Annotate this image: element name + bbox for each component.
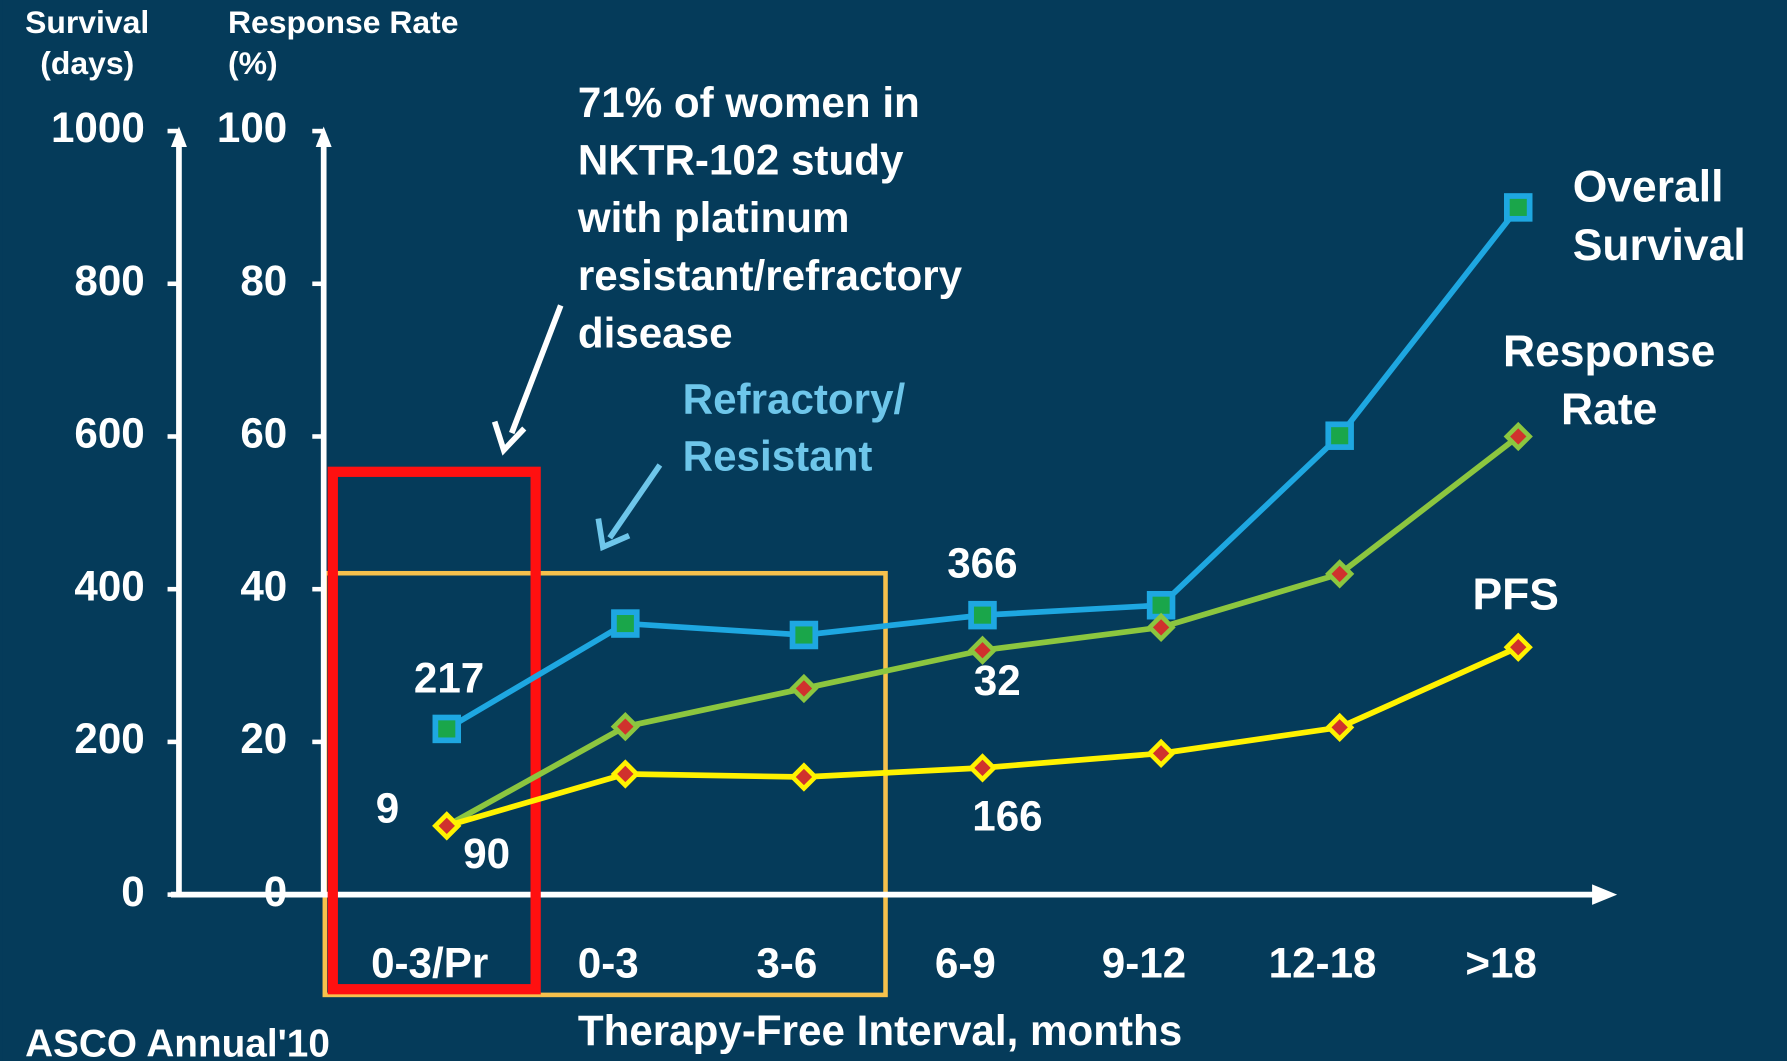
- annotation-line: disease: [578, 309, 733, 356]
- x-tick-label: 6-9: [935, 940, 996, 987]
- annotation-line: with platinum: [577, 194, 850, 241]
- annotation-line: 71% of women in: [578, 79, 920, 126]
- marker: [610, 712, 640, 742]
- marker: [1504, 193, 1533, 222]
- legend-label: Overall Survival: [1572, 162, 1746, 270]
- y-tick-label: 1000: [51, 104, 145, 151]
- y-tick-label: 0: [121, 868, 144, 915]
- marker: [611, 609, 640, 638]
- y2-tick-label: 80: [240, 257, 287, 304]
- marker: [789, 673, 819, 704]
- y-tick-label: 800: [74, 257, 144, 304]
- x-tick-label: 12-18: [1269, 940, 1377, 987]
- x-axis-title: Therapy-Free Interval, months: [578, 1007, 1182, 1054]
- y-axis-arrow: [170, 126, 187, 148]
- y-axis-title: Survival (days): [25, 4, 150, 82]
- y2-axis-title: Response Rate (%): [227, 4, 459, 82]
- logo: ASCO Annual'10: [25, 1022, 330, 1061]
- marker: [1325, 559, 1355, 589]
- arrow-shaft: [607, 463, 663, 540]
- marker: [610, 759, 640, 789]
- y-axis-title-box: Survival (days): [25, 4, 150, 82]
- legend-label: PFS: [1472, 570, 1559, 620]
- marker: [1325, 712, 1355, 743]
- y2-tick-label: 40: [240, 562, 287, 609]
- marker: [967, 753, 998, 783]
- data-label: 166: [972, 793, 1042, 840]
- data-label: 366: [947, 540, 1017, 587]
- marker: [1325, 421, 1354, 450]
- data-label: 217: [414, 655, 484, 702]
- marker: [1146, 738, 1176, 768]
- legend-label-box: Response Rate: [1502, 327, 1716, 434]
- platinum-box: [327, 466, 541, 995]
- x-tick-label: 0-3: [578, 940, 639, 987]
- data-label: 32: [974, 657, 1021, 704]
- x-tick-label: 9-12: [1102, 940, 1186, 987]
- y-tick-label: 400: [74, 562, 144, 609]
- y-tick-label: 200: [74, 715, 144, 762]
- y2-axis-arrow: [315, 126, 332, 148]
- arrow-shaft: [509, 304, 564, 435]
- legend-label-box: Overall Survival: [1572, 162, 1746, 270]
- y2-tick-label: 0: [264, 868, 287, 915]
- data-label: 9: [376, 785, 399, 832]
- marker: [1503, 421, 1533, 452]
- annotation-line: NKTR-102 study: [578, 137, 904, 184]
- annotation-line: Resistant: [683, 432, 873, 479]
- data-label: 90: [463, 830, 510, 877]
- legend-label-box: PFS: [1472, 570, 1559, 620]
- y2-axis-title-box: Response Rate (%): [227, 4, 459, 82]
- legend-label: Response Rate: [1502, 327, 1716, 434]
- marker: [968, 600, 997, 630]
- marker: [432, 714, 462, 744]
- marker: [789, 762, 819, 792]
- y2-tick-label: 20: [240, 715, 287, 762]
- annotation-line: Refractory/: [683, 375, 906, 422]
- marker: [432, 811, 462, 841]
- y-tick-label: 600: [74, 410, 144, 457]
- marker: [967, 635, 998, 665]
- x-axis-arrow: [1592, 884, 1618, 905]
- arrow-head: [595, 518, 631, 552]
- x-tick-label: 0-3/Pr: [371, 940, 488, 987]
- y2-tick-label: 100: [217, 104, 287, 151]
- y2-tick-label: 60: [240, 410, 287, 457]
- marker: [1503, 632, 1533, 662]
- annotation-line: resistant/refractory: [578, 252, 963, 299]
- marker: [1146, 612, 1176, 642]
- marker: [789, 620, 819, 650]
- x-tick-label: 3-6: [756, 940, 817, 987]
- x-tick-label: >18: [1465, 940, 1537, 987]
- arrow-head: [491, 420, 527, 456]
